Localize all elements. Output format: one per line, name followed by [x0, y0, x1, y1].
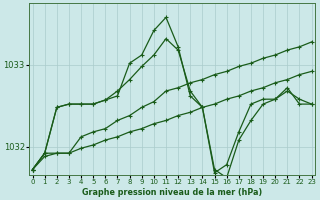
X-axis label: Graphe pression niveau de la mer (hPa): Graphe pression niveau de la mer (hPa) [82, 188, 262, 197]
